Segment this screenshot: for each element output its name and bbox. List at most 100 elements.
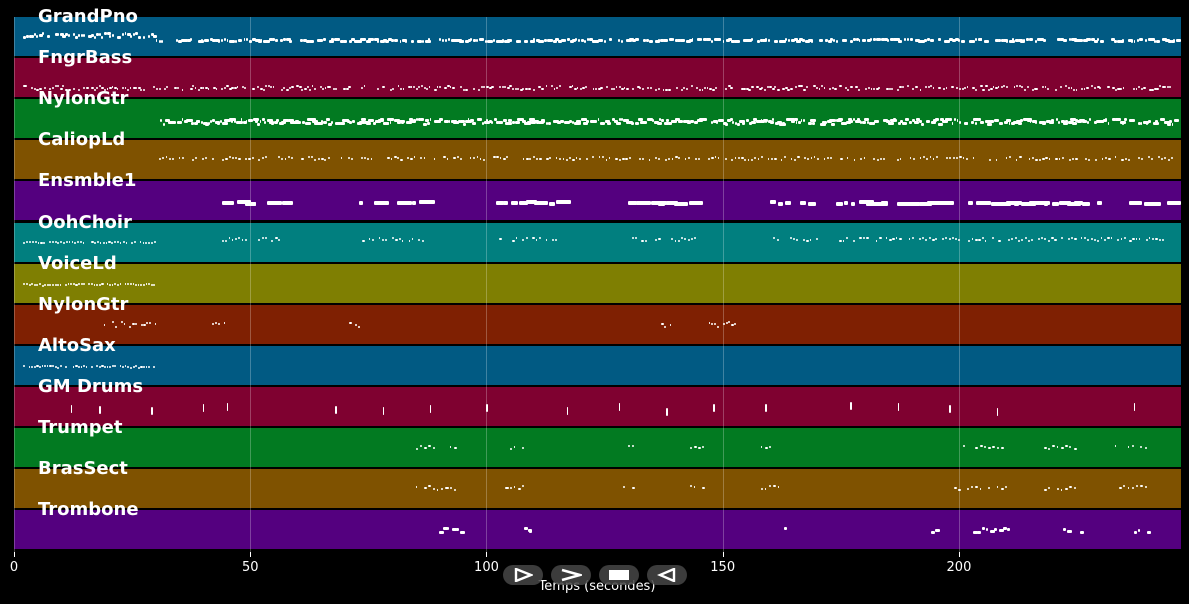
note: [765, 38, 767, 42]
note: [427, 37, 431, 41]
note: [602, 156, 605, 159]
note: [429, 404, 432, 413]
note: [795, 121, 798, 125]
note: [657, 39, 660, 43]
note: [1043, 39, 1047, 43]
note: [269, 120, 274, 124]
note: [760, 119, 763, 123]
note: [631, 237, 634, 240]
note: [656, 121, 662, 125]
note: [651, 119, 655, 123]
stop-button[interactable]: [599, 565, 639, 585]
note: [439, 118, 444, 122]
note: [51, 241, 54, 244]
note: [460, 157, 463, 160]
note: [883, 157, 886, 160]
note: [610, 88, 614, 91]
note: [254, 120, 259, 124]
note: [1108, 157, 1111, 160]
fast-forward-button[interactable]: [551, 565, 591, 585]
note: [495, 120, 499, 124]
note: [247, 118, 254, 122]
note: [101, 86, 105, 89]
note: [1005, 486, 1007, 489]
note: [264, 237, 267, 240]
note: [1135, 87, 1138, 90]
note: [711, 322, 714, 325]
note: [843, 200, 848, 205]
note: [150, 32, 154, 36]
note: [231, 157, 234, 160]
note: [576, 87, 579, 90]
note: [423, 156, 426, 159]
note: [443, 527, 449, 531]
note: [693, 486, 696, 489]
note: [1131, 487, 1135, 490]
note: [1153, 88, 1157, 91]
track-row: Ensmble1: [14, 170, 1181, 221]
note: [751, 85, 754, 88]
note: [228, 88, 232, 91]
note: [212, 323, 215, 326]
note: [1069, 485, 1073, 488]
note: [677, 39, 682, 42]
note: [401, 120, 405, 124]
note: [193, 121, 199, 125]
note: [400, 158, 403, 161]
note: [892, 37, 899, 41]
note: [864, 118, 870, 122]
note: [938, 37, 942, 41]
note: [297, 120, 302, 124]
note: [1039, 120, 1045, 124]
note: [968, 201, 973, 206]
note: [504, 85, 506, 88]
note: [311, 156, 314, 159]
note: [351, 120, 356, 124]
note: [1034, 40, 1037, 44]
note: [558, 85, 561, 88]
note: [1067, 237, 1070, 240]
note: [1074, 119, 1079, 123]
note: [1166, 122, 1172, 126]
note: [701, 88, 704, 91]
note: [350, 157, 354, 160]
note: [1167, 158, 1171, 161]
note: [540, 87, 544, 90]
note: [478, 37, 484, 41]
note: [264, 120, 267, 124]
note: [710, 121, 713, 125]
note: [300, 39, 304, 43]
note: [192, 158, 194, 161]
note: [1096, 85, 1100, 88]
note: [595, 88, 597, 91]
playback-controls: [503, 565, 687, 585]
note: [401, 239, 404, 242]
note: [687, 120, 691, 124]
note: [261, 236, 265, 239]
note: [229, 39, 235, 43]
note: [273, 120, 278, 124]
note: [319, 86, 322, 89]
note: [793, 38, 799, 42]
note: [1044, 238, 1046, 241]
note: [415, 485, 418, 488]
note: [654, 121, 659, 125]
note: [1148, 236, 1151, 239]
note: [725, 122, 728, 126]
note: [807, 121, 812, 125]
note: [191, 122, 194, 126]
note: [774, 86, 776, 89]
note: [420, 157, 422, 160]
rewind-button[interactable]: [647, 565, 687, 585]
play-button[interactable]: [503, 565, 543, 585]
note: [628, 200, 638, 205]
note: [996, 407, 999, 416]
note: [217, 121, 221, 125]
note: [106, 365, 109, 368]
note: [793, 117, 799, 121]
note: [545, 85, 548, 88]
note: [446, 158, 449, 161]
note: [669, 323, 672, 326]
note: [513, 446, 516, 449]
note: [586, 37, 589, 41]
